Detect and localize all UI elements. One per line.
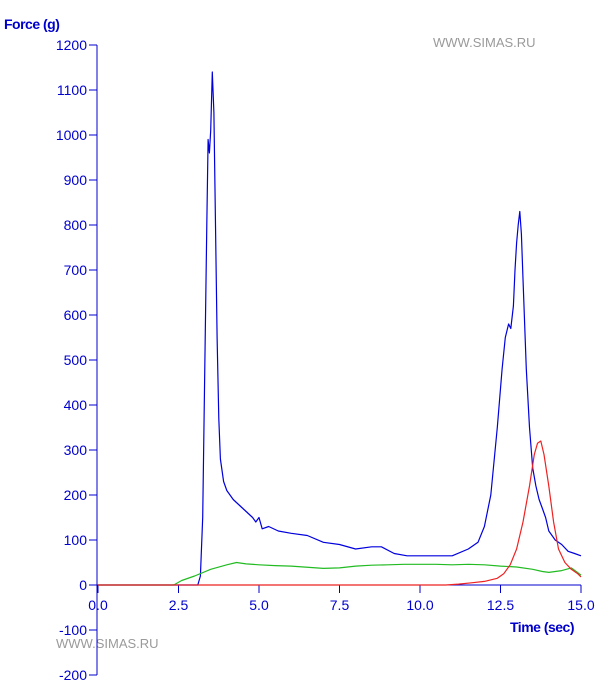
y-tick-label: 800	[64, 217, 88, 233]
x-tick-label: 12.5	[487, 597, 514, 613]
watermark-bottom: WWW.SIMAS.RU	[56, 636, 159, 651]
axes-group: -200 -100 0 100 200 300 400 500 600 700 800 900 1000…	[56, 37, 595, 683]
x-tick-label: 2.5	[169, 597, 189, 613]
x-tick-label: 7.5	[330, 597, 350, 613]
y-axis-title: Force (g)	[4, 16, 59, 32]
watermark-top: WWW.SIMAS.RU	[433, 35, 536, 50]
y-tick-label: -200	[59, 667, 87, 683]
y-tick-label: 200	[64, 487, 88, 503]
y-tick-label: 700	[64, 262, 88, 278]
y-tick-label: -100	[59, 622, 87, 638]
series-line-2	[98, 561, 582, 586]
series-line-1	[98, 71, 582, 586]
y-tick-label: 500	[64, 352, 88, 368]
y-tick-label: 400	[64, 397, 88, 413]
y-tick-label: 0	[79, 577, 87, 593]
y-tick-label: 1000	[56, 127, 87, 143]
series-group	[98, 71, 582, 586]
x-tick-label: 10.0	[406, 597, 433, 613]
y-tick-label: 1100	[57, 82, 87, 98]
x-axis-title: Time (sec)	[510, 619, 574, 635]
x-tick-label: 0.0	[88, 597, 108, 613]
series-line-3	[98, 440, 582, 586]
x-tick-label: 15.0	[567, 597, 594, 613]
y-tick-label: 100	[64, 532, 88, 548]
y-tick-label: 900	[64, 172, 88, 188]
x-tick-label: 5.0	[249, 597, 269, 613]
y-tick-label: 1200	[56, 37, 87, 53]
y-tick-label: 300	[64, 442, 88, 458]
y-tick-label: 600	[64, 307, 88, 323]
